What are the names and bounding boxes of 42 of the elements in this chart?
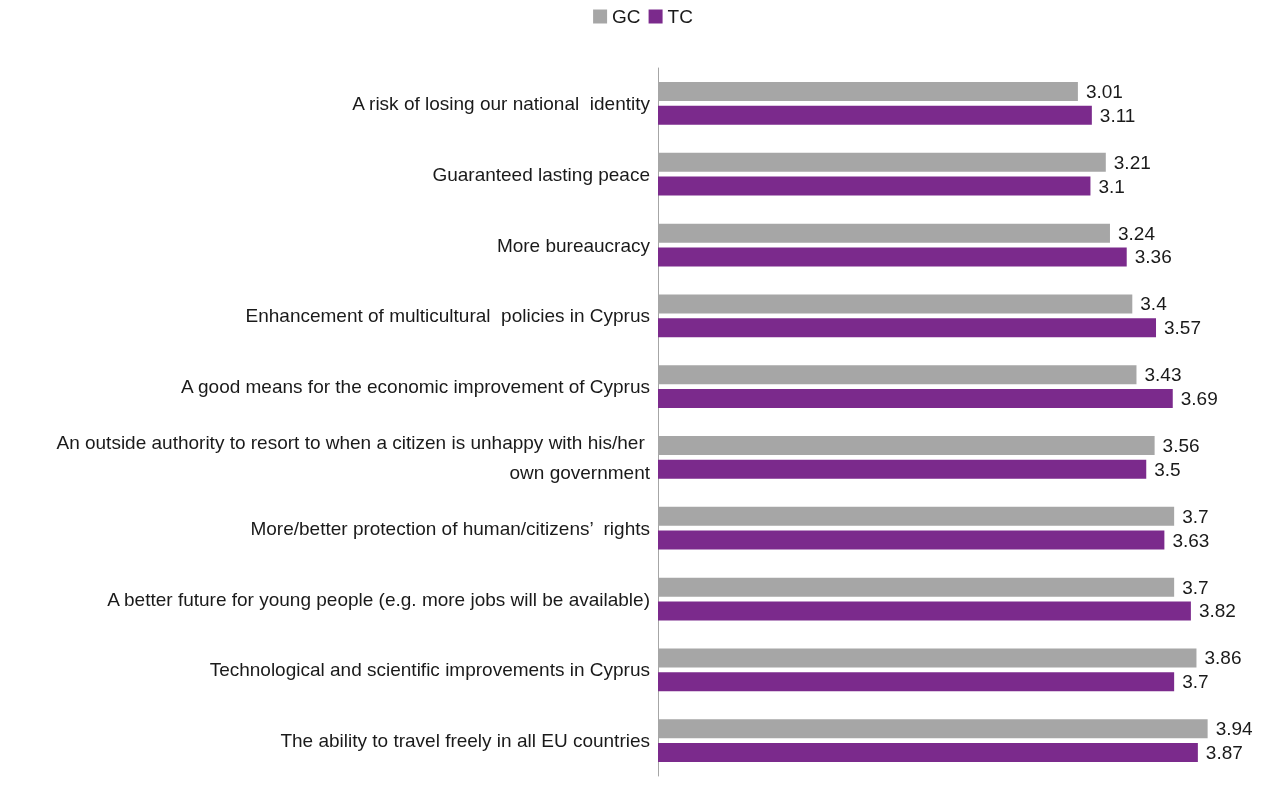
data-label: 3.86 xyxy=(1204,647,1242,669)
data-label: 3.01 xyxy=(1085,81,1123,103)
bar xyxy=(658,318,1157,338)
data-label: 3.36 xyxy=(1134,246,1172,268)
data-label: 3.24 xyxy=(1117,222,1156,244)
y-tick-label: Enhancement of multicultural policies in Cyprus xyxy=(245,305,650,327)
data-label: 3.82 xyxy=(1198,600,1236,622)
data-label: 3.7 xyxy=(1182,671,1209,693)
y-tick-label: A good means for the economic improvement of Cyprus xyxy=(181,376,650,398)
bar xyxy=(658,176,1091,196)
legend-label: GC xyxy=(612,6,641,27)
data-label: 3.5 xyxy=(1154,458,1181,480)
y-tick-label: More/better protection of human/citizens’ rights xyxy=(250,517,650,539)
data-label: 3.63 xyxy=(1172,529,1210,551)
bar xyxy=(658,459,1147,479)
y-tick-label: A better future for young people (e.g. more jobs will be available) xyxy=(107,588,650,610)
data-label: 3.4 xyxy=(1140,293,1168,315)
data-label: 3.43 xyxy=(1144,364,1182,386)
y-tick-label: The ability to travel freely in all EU countries xyxy=(280,730,650,752)
y-tick-label: Technological and scientific improvements in Cyprus xyxy=(209,659,650,681)
data-label: 3.94 xyxy=(1215,718,1254,740)
y-tick-label: Guaranteed lasting peace xyxy=(432,163,650,185)
data-label: 3.21 xyxy=(1113,151,1151,173)
data-label: 3.57 xyxy=(1164,317,1201,339)
data-label: 3.11 xyxy=(1099,104,1136,126)
y-tick-label: A risk of losing our national identity xyxy=(352,92,651,114)
bar xyxy=(658,742,1198,762)
data-label: 3.69 xyxy=(1180,387,1218,409)
legend-label: TC xyxy=(667,6,693,27)
bar xyxy=(658,672,1175,692)
bar xyxy=(658,247,1127,267)
data-label: 3.1 xyxy=(1098,175,1125,197)
y-tick-label: An outside authority to resort to when a citizen is unhappy with his/her own government xyxy=(56,431,651,483)
data-label: 3.7 xyxy=(1182,576,1209,598)
data-label: 3.56 xyxy=(1162,435,1200,457)
bar xyxy=(658,388,1173,408)
bar xyxy=(658,105,1092,125)
bar xyxy=(658,530,1165,550)
data-label: 3.87 xyxy=(1205,741,1243,763)
bar xyxy=(658,601,1191,621)
y-tick-label: More bureaucracy xyxy=(496,234,651,256)
data-label: 3.7 xyxy=(1182,505,1209,527)
